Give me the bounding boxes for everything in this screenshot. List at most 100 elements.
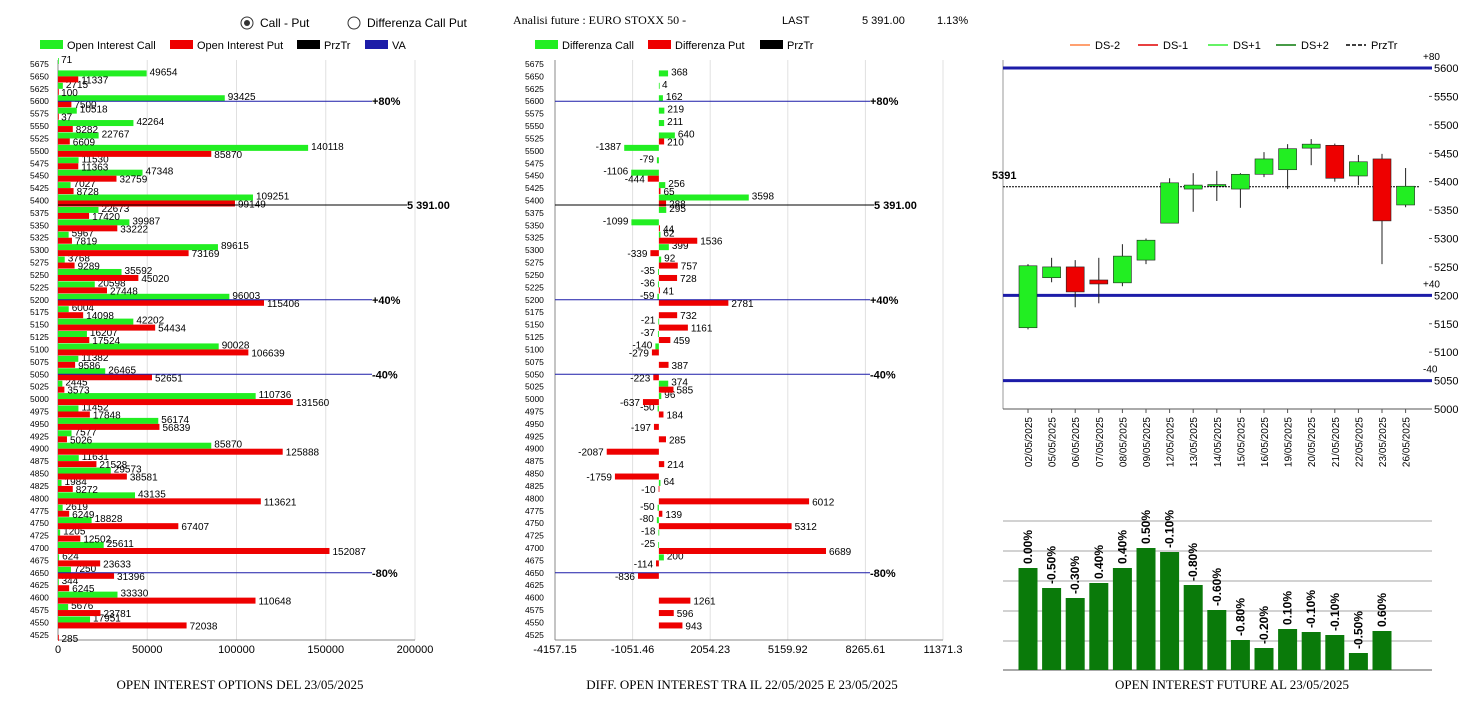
y-tick-label: 5050 <box>1434 376 1458 388</box>
bar <box>58 430 72 437</box>
category-label: 4725 <box>525 531 544 541</box>
price-label: 5 391.00 <box>874 200 917 212</box>
value-label: 6245 <box>72 584 95 595</box>
value-label: 96 <box>664 390 676 401</box>
value-label: 459 <box>673 336 690 347</box>
category-label: 5250 <box>30 270 49 280</box>
category-label: 5025 <box>525 382 544 392</box>
category-label: 5425 <box>525 183 544 193</box>
bar <box>1301 632 1321 670</box>
radio-diff[interactable]: Differenza Call Put <box>347 16 467 30</box>
bar <box>58 318 134 325</box>
bar <box>658 82 660 89</box>
bar <box>657 331 659 338</box>
x-tick-label: 16/05/2025 <box>1260 417 1271 467</box>
change-label: -0.80% <box>1233 598 1247 636</box>
y-tick-label: 5000 <box>1434 404 1458 416</box>
legend-label: PrzTr <box>787 40 814 52</box>
x-tick-label: 2054.23 <box>690 644 730 656</box>
legend-swatch <box>297 40 320 49</box>
radio-label[interactable]: Differenza Call Put <box>367 16 467 30</box>
value-label: 596 <box>677 609 694 620</box>
x-tick-label: 12/05/2025 <box>1166 417 1177 467</box>
category-label: 5625 <box>525 84 544 94</box>
change-label: -0.50% <box>1045 546 1059 584</box>
bar <box>658 461 665 468</box>
legend-label: PrzTr <box>324 40 351 52</box>
candle-body <box>1065 266 1085 293</box>
radio-label[interactable]: Call - Put <box>260 16 310 30</box>
category-label: 5225 <box>525 282 544 292</box>
radio[interactable] <box>347 16 361 30</box>
category-label: 4700 <box>525 543 544 553</box>
category-label: 5425 <box>30 183 49 193</box>
category-label: 4975 <box>525 406 544 416</box>
value-label: 214 <box>667 460 684 471</box>
category-label: 4750 <box>30 518 49 528</box>
category-label: 4575 <box>30 605 49 615</box>
candle-body <box>1349 161 1368 177</box>
value-label: 585 <box>676 386 693 397</box>
bar <box>58 541 104 548</box>
value-label: 162 <box>666 92 683 103</box>
category-label: 4850 <box>30 469 49 479</box>
value-label: 85870 <box>214 150 242 161</box>
value-label: 368 <box>671 67 688 78</box>
value-label: 943 <box>685 621 702 632</box>
value-label: 21528 <box>99 460 127 471</box>
value-label: 131560 <box>296 398 330 409</box>
value-label: 49654 <box>150 67 178 78</box>
value-label: 43135 <box>138 489 166 500</box>
category-label: 4950 <box>525 419 544 429</box>
value-label: 96003 <box>232 291 260 302</box>
bar <box>58 349 249 356</box>
value-label: 14098 <box>86 311 114 322</box>
category-label: 4650 <box>30 568 49 578</box>
bar <box>658 132 675 139</box>
category-label: 4575 <box>525 605 544 615</box>
value-label: 62 <box>663 229 675 240</box>
legend-swatch <box>365 40 388 49</box>
category-label: 4525 <box>525 630 544 640</box>
category-label: 4650 <box>525 568 544 578</box>
category-label: 4925 <box>525 431 544 441</box>
value-label: 38581 <box>130 473 158 484</box>
change-label: -0.20% <box>1257 606 1271 644</box>
value-label: 200 <box>667 551 684 562</box>
y-tick-label: 5400 <box>1434 177 1458 189</box>
category-label: 5575 <box>525 109 544 119</box>
bar <box>657 293 659 300</box>
bar <box>658 393 662 400</box>
value-label: 35592 <box>125 266 153 277</box>
bar <box>657 268 659 275</box>
bar <box>58 535 81 542</box>
bar <box>58 163 79 170</box>
value-label: 100 <box>61 88 78 99</box>
value-label: -18 <box>641 527 656 538</box>
radio-call-put[interactable]: Call - Put <box>240 16 310 30</box>
value-label: 2715 <box>66 80 89 91</box>
price-label: 5 391.00 <box>407 200 450 212</box>
category-label: 5175 <box>30 307 49 317</box>
category-label: 5025 <box>30 382 49 392</box>
category-label: 5150 <box>30 320 49 330</box>
value-label: 11631 <box>82 452 110 463</box>
value-label: 152087 <box>332 547 366 558</box>
legend-swatch <box>40 40 63 49</box>
value-label: 184 <box>666 410 683 421</box>
bar <box>658 479 661 486</box>
value-label: 256 <box>668 179 685 190</box>
value-label: 11382 <box>81 353 109 364</box>
value-label: 72038 <box>190 621 218 632</box>
value-label: -80 <box>639 514 654 525</box>
bar <box>58 616 91 623</box>
category-label: 5350 <box>30 220 49 230</box>
bar <box>658 256 662 263</box>
candle-body <box>1089 279 1109 285</box>
category-label: 5500 <box>30 146 49 156</box>
value-label: -50 <box>640 502 655 513</box>
value-label: 1161 <box>691 324 713 335</box>
bar <box>58 566 71 573</box>
bar <box>631 219 659 226</box>
value-label: 295 <box>669 204 686 215</box>
